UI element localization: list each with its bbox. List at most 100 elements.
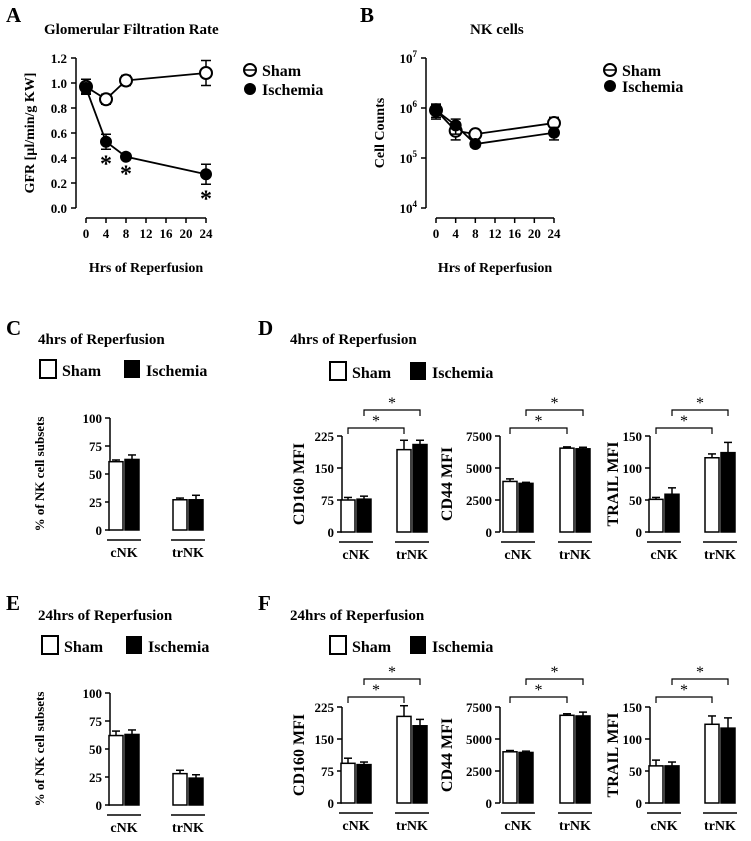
series-line-ischemia — [85, 87, 207, 176]
bar-cnk-sham — [648, 498, 664, 533]
significance-star: * — [388, 664, 396, 681]
y-tick-label: 50 — [89, 742, 102, 757]
bar-cnk-ischemia — [664, 493, 680, 533]
significance-bracket — [671, 678, 729, 685]
legend-sham-swatch — [39, 359, 57, 379]
bar-trnk-ischemia — [720, 451, 736, 533]
y-tick-label: 25 — [89, 495, 103, 510]
legend-ischemia-label: Ischemia — [146, 363, 207, 380]
significance-star: * — [680, 413, 688, 430]
chart-d1: 0 75 150 225 CD160 MFI cNK trNK * * — [291, 395, 429, 563]
bar-cnk-ischemia — [356, 763, 372, 804]
bar-trnk-sham — [396, 448, 412, 533]
legend-sham-label: Sham — [352, 365, 392, 382]
y-tick-label: 50 — [629, 493, 642, 508]
bar-cnk-sham — [108, 734, 124, 806]
bar-trnk-sham — [559, 447, 575, 533]
legend-ischemia-swatch — [126, 636, 142, 654]
y-tick-label: 2500 — [466, 493, 492, 508]
point-ischemia — [80, 82, 92, 94]
bar-trnk-ischemia — [188, 777, 204, 806]
significance-star: * — [680, 682, 688, 699]
bar-trnk-ischemia — [720, 727, 736, 804]
panel-letter-e: E — [6, 591, 20, 615]
series-line-sham — [85, 72, 207, 101]
panel-a-title: Glomerular Filtration Rate — [44, 22, 219, 38]
category-label: trNK — [559, 548, 591, 563]
y-tick-label: 0.6 — [51, 126, 68, 141]
bar-cnk-ischemia — [664, 765, 680, 804]
legend-ischemia-label: Ischemia — [432, 639, 493, 656]
legend-b: Sham Ischemia — [603, 63, 683, 96]
significance-bracket — [655, 696, 713, 703]
point-ischemia — [449, 119, 462, 132]
y-tick-label: 100 — [83, 686, 103, 701]
x-tick-label: 16 — [160, 226, 174, 241]
significance-star: * — [372, 682, 380, 699]
panel-letter-f: F — [258, 591, 271, 615]
y-tick-label: 75 — [89, 439, 103, 454]
y-tick-label: 50 — [629, 764, 642, 779]
bar-cnk-ischemia — [518, 751, 534, 804]
series-line-sham — [435, 109, 555, 136]
bar-trnk-sham — [704, 457, 720, 533]
y-tick-label: 104 — [400, 199, 418, 216]
y-axis-label: % of NK cell subsets — [32, 417, 47, 532]
panel-letter-b: B — [360, 3, 374, 27]
x-tick-label: 0 — [433, 226, 440, 241]
bar-trnk-sham — [559, 714, 575, 804]
bar-cnk-ischemia — [124, 733, 140, 806]
y-axis-label: % of NK cell subsets — [32, 692, 47, 807]
panel-f-title: 24hrs of Reperfusion — [290, 608, 425, 624]
x-tick-label: 8 — [123, 226, 130, 241]
y-axis-label: CD160 MFI — [291, 714, 308, 796]
significance-star: * — [372, 413, 380, 430]
y-tick-label: 1.0 — [51, 76, 67, 91]
y-axis-label: Cell Counts — [373, 97, 388, 168]
significance-bracket — [525, 678, 584, 685]
bar-cnk-sham — [648, 765, 664, 804]
legend-d: Sham Ischemia — [329, 361, 493, 382]
legend-sham-label: Sham — [262, 63, 302, 80]
panel-d-title: 4hrs of Reperfusion — [290, 332, 417, 348]
legend-c: Sham Ischemia — [39, 359, 207, 380]
category-label: cNK — [504, 819, 531, 834]
significance-star: * — [696, 664, 704, 681]
y-tick-label: 0.8 — [51, 101, 68, 116]
y-tick-label: 0 — [328, 796, 335, 811]
y-tick-label: 225 — [315, 700, 335, 715]
legend-ischemia-label: Ischemia — [262, 82, 323, 99]
y-tick-label: 150 — [315, 461, 335, 476]
x-tick-label: 16 — [508, 226, 522, 241]
category-label: trNK — [559, 819, 591, 834]
panel-b-title: NK cells — [470, 22, 524, 38]
legend-ischemia-swatch — [410, 362, 426, 380]
legend-sham-swatch — [41, 635, 59, 655]
chart-a: 0 4 8 12 16 20 24 0.0 0.2 0.4 0.6 0.8 1.0 1.2 Hrs of R… — [23, 51, 213, 276]
y-tick-label: 0 — [486, 796, 493, 811]
bar-trnk-sham — [396, 715, 412, 804]
legend-f: Sham Ischemia — [329, 635, 493, 656]
panel-e-title: 24hrs of Reperfusion — [38, 608, 173, 624]
bar-trnk-sham — [704, 723, 720, 804]
chart-b: 0 4 8 12 16 20 24 104 105 106 107 Hrs of Reperfusio… — [373, 49, 561, 276]
bar-cnk-sham — [502, 480, 518, 533]
panel-c-title: 4hrs of Reperfusion — [38, 332, 165, 348]
category-label: cNK — [342, 819, 369, 834]
chart-d2: 0 2500 5000 7500 CD44 MFI cNK trNK * * — [439, 395, 592, 563]
y-tick-label: 7500 — [466, 429, 492, 444]
significance-star: * — [535, 413, 543, 430]
category-label: trNK — [396, 819, 428, 834]
x-tick-label: 12 — [140, 226, 153, 241]
significance-bracket — [655, 427, 713, 434]
significance-bracket — [509, 696, 568, 703]
y-tick-label: 0 — [96, 523, 103, 538]
category-label: trNK — [704, 819, 736, 834]
category-label: trNK — [704, 548, 736, 563]
significance-bracket — [363, 409, 421, 416]
legend-sham-label: Sham — [622, 63, 662, 80]
y-tick-label: 106 — [400, 99, 418, 116]
y-tick-label: 0 — [96, 798, 103, 813]
